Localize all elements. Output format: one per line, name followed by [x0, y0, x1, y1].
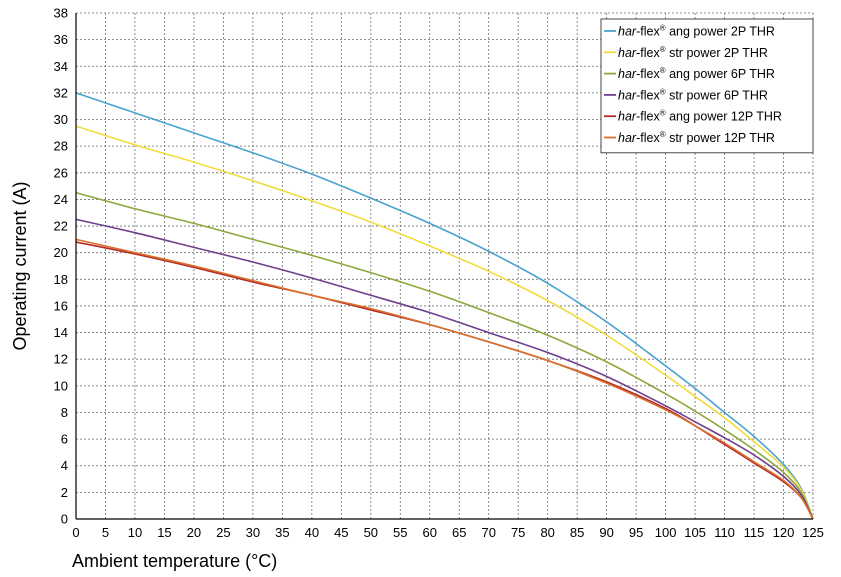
- x-tick-label-25: 125: [802, 525, 824, 540]
- series-line-3: [75, 218, 814, 520]
- y-tick-label-16: 32: [54, 85, 68, 100]
- y-tick-label-19: 38: [54, 6, 68, 21]
- y-tick-label-17: 34: [54, 59, 68, 74]
- x-tick-label-22: 110: [714, 525, 735, 540]
- y-tick-label-15: 30: [54, 112, 68, 127]
- series-line-5: [75, 238, 814, 520]
- x-tick-label-1: 5: [102, 525, 109, 540]
- x-tick-label-10: 50: [364, 525, 378, 540]
- x-tick-label-17: 85: [570, 525, 584, 540]
- x-tick-label-15: 75: [511, 525, 525, 540]
- x-tick-label-13: 65: [452, 525, 466, 540]
- y-tick-label-1: 2: [61, 485, 68, 500]
- x-tick-label-12: 60: [423, 525, 437, 540]
- x-tick-label-20: 100: [655, 525, 677, 540]
- y-tick-label-8: 16: [54, 298, 68, 313]
- y-tick-label-12: 24: [54, 192, 68, 207]
- x-tick-label-6: 30: [246, 525, 260, 540]
- series-lines: [75, 92, 814, 520]
- legend-entry-5: har-flex® str power 12P THR: [618, 130, 775, 145]
- x-tick-label-9: 45: [334, 525, 348, 540]
- y-axis-label: Operating current (A): [10, 181, 30, 350]
- x-tick-label-7: 35: [275, 525, 289, 540]
- y-tick-label-7: 14: [54, 325, 68, 340]
- x-tick-label-11: 55: [393, 525, 407, 540]
- series-line-1: [75, 125, 814, 520]
- legend-entry-4: har-flex® ang power 12P THR: [618, 109, 782, 124]
- x-tick-labels: 0 5 10 15 20 25 30 35 40 45 50 55 60 65 70 75 80 85 90 95 10…: [72, 525, 823, 540]
- x-tick-label-2: 10: [128, 525, 142, 540]
- legend-entry-1: har-flex® str power 2P THR: [618, 45, 768, 60]
- x-tick-label-8: 40: [305, 525, 319, 540]
- series-line-4: [75, 241, 814, 520]
- x-tick-label-5: 25: [216, 525, 230, 540]
- x-tick-label-24: 120: [773, 525, 795, 540]
- y-tick-label-9: 18: [54, 272, 68, 287]
- y-tick-label-14: 28: [54, 139, 68, 154]
- axes: [75, 13, 813, 520]
- y-tick-label-5: 10: [54, 378, 68, 393]
- x-tick-label-18: 90: [599, 525, 613, 540]
- y-tick-label-0: 0: [61, 512, 68, 527]
- y-tick-label-13: 26: [54, 165, 68, 180]
- x-tick-label-23: 115: [744, 525, 765, 540]
- y-tick-label-4: 8: [61, 405, 68, 420]
- x-tick-label-14: 70: [481, 525, 495, 540]
- x-tick-label-0: 0: [72, 525, 79, 540]
- legend-box: [600, 18, 814, 154]
- y-tick-label-18: 36: [54, 32, 68, 47]
- legend-entry-0: har-flex® ang power 2P THR: [618, 24, 775, 39]
- y-tick-label-2: 4: [61, 458, 68, 473]
- x-tick-label-16: 80: [540, 525, 554, 540]
- x-axis-label: Ambient temperature (°C): [72, 551, 277, 571]
- series-line-2: [75, 191, 814, 520]
- y-tick-label-10: 20: [54, 245, 68, 260]
- legend-entry-3: har-flex® str power 6P THR: [618, 87, 768, 102]
- y-tick-label-11: 22: [54, 219, 68, 234]
- x-tick-label-19: 95: [629, 525, 643, 540]
- x-tick-label-4: 20: [187, 525, 201, 540]
- legend: har-flex® ang power 2P THR har-flex® str …: [600, 18, 814, 154]
- x-tick-label-3: 15: [157, 525, 171, 540]
- y-tick-label-6: 12: [54, 352, 68, 367]
- y-tick-label-3: 6: [61, 432, 68, 447]
- legend-entry-2: har-flex® ang power 6P THR: [618, 66, 775, 81]
- series-line-0: [75, 92, 814, 520]
- x-tick-label-21: 105: [684, 525, 706, 540]
